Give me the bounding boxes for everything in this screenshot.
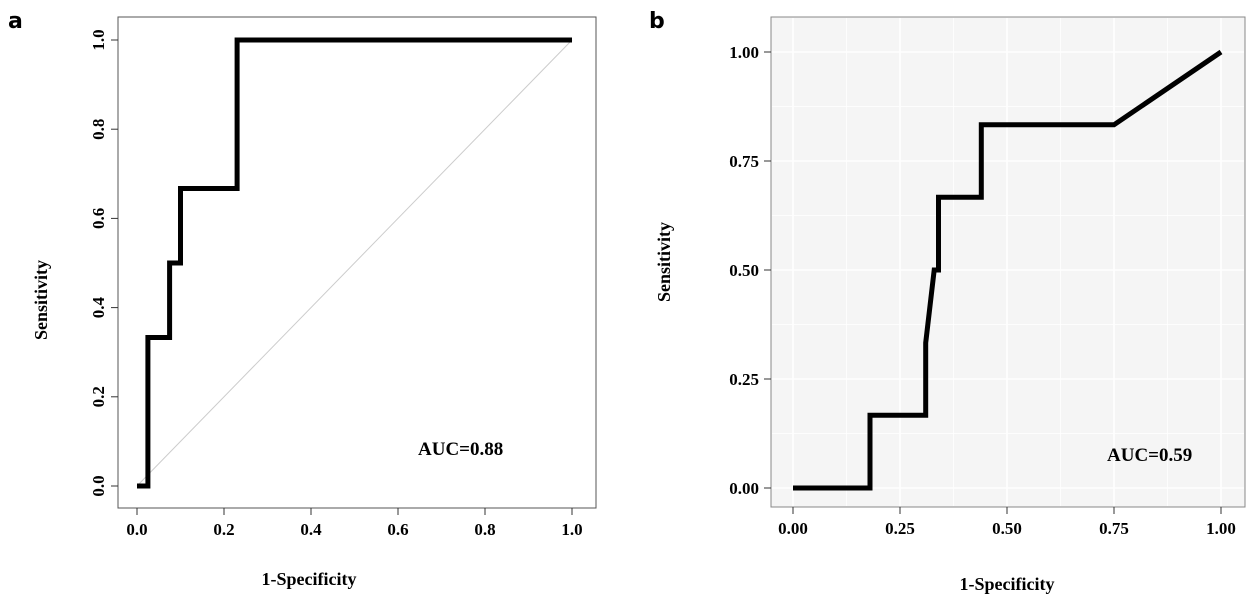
- axes-b: 0.00 0.25 0.50 0.75 1.00 0.00 0.25 0.50 0.75 1.00: [729, 43, 1236, 538]
- roc-panel-a: a 0.0 0.2 0.4 0.6 0.8 1.0 0.0 0.2 0.4 0.6 0.8 1.0 A…: [8, 9, 597, 589]
- y-tick-label: 1.00: [729, 43, 759, 62]
- x-tick-label: 1.0: [561, 520, 582, 539]
- x-tick-label: 1.00: [1206, 519, 1236, 538]
- panel-letter-b: b: [649, 9, 665, 34]
- x-tick-label: 0.8: [474, 520, 495, 539]
- auc-annotation-a: AUC=0.88: [418, 439, 503, 460]
- x-tick-label: 0.2: [213, 520, 234, 539]
- y-tick-label: 0.6: [89, 208, 108, 229]
- x-tick-label: 0.0: [126, 520, 147, 539]
- x-tick-label: 0.25: [885, 519, 915, 538]
- roc-curve-a: [137, 37, 572, 489]
- panel-letter-a: a: [8, 9, 23, 34]
- plot-area-a: [117, 16, 597, 509]
- x-tick-label: 0.00: [778, 519, 808, 538]
- roc-panel-b: b 0.00 0.25 0.50 0.75 1.00 0.00 0.25 0.50 0.75 1.…: [649, 9, 1246, 594]
- grid-b: [772, 18, 1244, 506]
- y-tick-label: 0.4: [89, 296, 108, 318]
- axes-a: 0.0 0.2 0.4 0.6 0.8 1.0 0.0 0.2 0.4 0.6 0.8 1.0: [89, 29, 583, 539]
- y-axis-title-b: Sensitivity: [654, 222, 674, 302]
- x-axis-title-b: 1-Specificity: [960, 574, 1055, 594]
- y-tick-label: 0.50: [729, 261, 759, 280]
- plot-area-b: [770, 16, 1246, 508]
- diagonal-reference-a: [136, 39, 573, 487]
- x-tick-label: 0.50: [992, 519, 1022, 538]
- x-tick-label: 0.75: [1099, 519, 1129, 538]
- y-tick-label: 0.00: [729, 479, 759, 498]
- y-tick-label: 0.2: [89, 386, 108, 407]
- y-tick-label: 1.0: [89, 29, 108, 50]
- x-axis-title-a: 1-Specificity: [262, 569, 357, 589]
- x-tick-label: 0.6: [387, 520, 408, 539]
- y-axis-title-a: Sensitivity: [31, 260, 51, 340]
- y-tick-label: 0.25: [729, 370, 759, 389]
- roc-curve-b: [793, 49, 1223, 491]
- x-tick-label: 0.4: [300, 520, 322, 539]
- y-tick-label: 0.8: [89, 119, 108, 140]
- auc-annotation-b: AUC=0.59: [1107, 445, 1192, 466]
- y-tick-label: 0.0: [89, 475, 108, 496]
- y-tick-label: 0.75: [729, 152, 759, 171]
